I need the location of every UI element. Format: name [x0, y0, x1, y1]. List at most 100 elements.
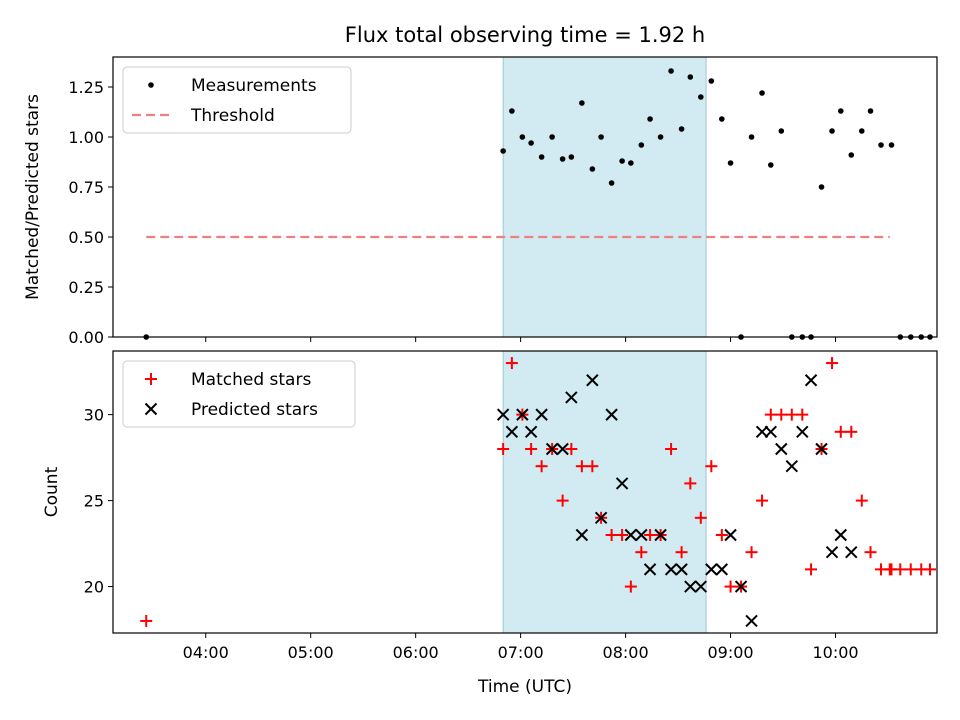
predicted-star-point [675, 563, 688, 576]
predicted-star-point [605, 408, 618, 421]
x-stroke-b [675, 563, 688, 576]
predicted-star-point [565, 391, 578, 404]
measurement-point [719, 116, 725, 122]
measurement-point [748, 134, 755, 140]
matched-star-point [805, 563, 818, 576]
matched-star-point [635, 546, 648, 559]
x-stroke-b [834, 528, 847, 542]
predicted-star-point [524, 425, 538, 439]
x-stroke-b [724, 528, 737, 542]
y-tick-label: 25 [84, 492, 104, 511]
legend-box [122, 360, 356, 428]
count-ticks: 04:00 05:00 06:00 07:00 08:00 09:00 10:00 20 25 3… [84, 406, 859, 662]
x-tick-label: 07:00 [498, 643, 544, 662]
matched-star-point [684, 477, 697, 490]
legend-plus-swatch [145, 373, 157, 385]
matched-star-point [586, 460, 599, 473]
ratio-axes-frame [112, 56, 938, 338]
observing-span-top [502, 56, 707, 338]
legend-label: Threshold [190, 106, 275, 126]
x-tick-label: 08:00 [603, 643, 649, 662]
x-stroke-b [575, 528, 589, 542]
matched-star-point [756, 494, 769, 507]
y-tick-label: 0.00 [68, 328, 104, 347]
figure-title: Flux total observing time = 1.92 h [345, 23, 705, 47]
measurement-point [628, 160, 634, 166]
predicted-star-point [815, 442, 828, 456]
matched-star-point [855, 494, 868, 507]
measurement-point [837, 108, 844, 114]
predicted-star-point [496, 408, 510, 421]
x-stroke-b [815, 442, 828, 456]
x-stroke-b [684, 580, 697, 593]
measurement-point [829, 128, 835, 134]
matched-star-point [665, 443, 678, 456]
x-tick-label: 05:00 [288, 643, 334, 662]
measurement-point [638, 142, 645, 148]
measurement-point [727, 160, 734, 166]
matched-star-point [785, 408, 798, 421]
predicted-star-point [825, 545, 839, 559]
matched-star-point [565, 443, 578, 456]
x-stroke-b [516, 408, 529, 421]
measurement-point [519, 134, 526, 140]
predicted-star-point [785, 460, 799, 473]
predicted-star-point [715, 563, 729, 576]
measurement-point [848, 152, 855, 158]
y-tick-label: 1.00 [68, 128, 104, 147]
matched-star-point [624, 580, 637, 593]
y-tick-label: 0.50 [68, 228, 104, 247]
matched-star-point [140, 614, 153, 627]
x-tick-label: 10:00 [812, 643, 858, 662]
x-stroke-b [524, 425, 538, 439]
predicted-star-point [845, 545, 858, 559]
matched-star-point [904, 563, 917, 576]
predicted-star-point [694, 580, 708, 593]
observing-span-bottom [502, 350, 707, 634]
legend-label: Matched stars [191, 370, 311, 390]
measurement-point [858, 128, 865, 134]
measurement-point [768, 162, 774, 168]
predicted-star-point [775, 442, 788, 456]
x-stroke-b [624, 528, 638, 542]
predicted-star-point [684, 580, 697, 593]
predicted-star-point [834, 528, 847, 542]
y-tick-label: 0.25 [68, 278, 104, 297]
x-tick-label: 04:00 [183, 643, 229, 662]
ratio-panel: 0.00 0.25 0.50 0.75 1.00 1.25 Matched/Predict… [23, 56, 938, 347]
matched-star-point [675, 546, 688, 559]
predicted-star-point [664, 563, 678, 576]
predicted-star-point [654, 528, 667, 542]
x-stroke-b [694, 580, 708, 593]
measurement-point [589, 166, 596, 172]
measurement-point [878, 142, 884, 148]
x-stroke-b [654, 528, 667, 542]
x-stroke-b [734, 580, 748, 593]
predicted-star-point [535, 408, 548, 421]
x-stroke-b [845, 545, 858, 559]
predicted-star-point [705, 563, 718, 576]
x-stroke-b [664, 563, 678, 576]
x-stroke-b [586, 374, 599, 387]
measurement-point [708, 78, 715, 84]
x-tick-label: 06:00 [393, 643, 439, 662]
measurement-point [867, 108, 874, 114]
predicted-star-point [615, 477, 629, 490]
predicted-star-point [764, 425, 778, 439]
y-tick-label: 30 [84, 406, 104, 425]
measurement-point [509, 108, 515, 114]
measurement-point [778, 128, 785, 134]
x-stroke-b [705, 563, 718, 576]
predicted-star-point [724, 528, 737, 542]
matched-star-point [525, 443, 538, 456]
count-series [140, 357, 937, 628]
measurement-point [598, 134, 604, 140]
matched-star-point [644, 528, 657, 541]
ratio-y-label: Matched/Predicted stars [23, 94, 43, 300]
matched-star-point [883, 563, 896, 576]
measurement-point [549, 134, 555, 140]
predicted-star-point [804, 374, 818, 387]
matched-star-point [724, 580, 737, 593]
x-stroke-b [615, 477, 629, 490]
